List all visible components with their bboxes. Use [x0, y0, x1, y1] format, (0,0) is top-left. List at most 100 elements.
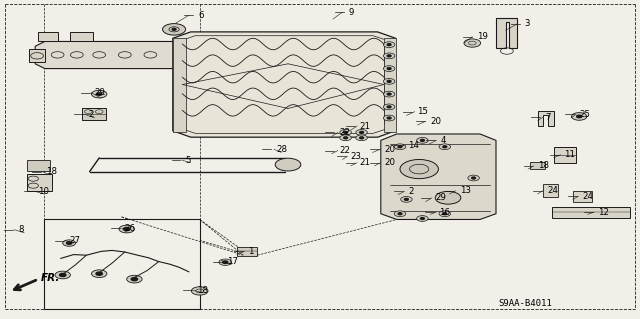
- Circle shape: [356, 130, 367, 135]
- Circle shape: [439, 144, 451, 150]
- Polygon shape: [552, 207, 630, 218]
- Polygon shape: [538, 111, 554, 126]
- Circle shape: [400, 160, 438, 179]
- Text: 13: 13: [460, 186, 470, 195]
- Polygon shape: [82, 108, 106, 120]
- Circle shape: [163, 24, 186, 35]
- Circle shape: [60, 273, 66, 277]
- Circle shape: [394, 144, 406, 150]
- Bar: [384, 38, 396, 132]
- Text: 3: 3: [525, 19, 531, 28]
- Circle shape: [383, 115, 395, 121]
- Text: 5: 5: [186, 156, 191, 165]
- Circle shape: [360, 131, 364, 133]
- Circle shape: [464, 39, 481, 47]
- Circle shape: [387, 55, 391, 57]
- Polygon shape: [543, 184, 558, 197]
- Circle shape: [435, 191, 461, 204]
- Text: 18: 18: [46, 167, 57, 176]
- Circle shape: [383, 42, 395, 48]
- Text: 1: 1: [248, 247, 254, 256]
- Circle shape: [387, 44, 391, 46]
- Circle shape: [340, 135, 351, 141]
- Text: 2: 2: [88, 110, 94, 119]
- Polygon shape: [35, 41, 198, 69]
- Circle shape: [344, 137, 348, 139]
- Text: 23: 23: [351, 152, 362, 161]
- Circle shape: [387, 80, 391, 82]
- Circle shape: [443, 146, 447, 148]
- Circle shape: [360, 137, 364, 139]
- Text: 21: 21: [360, 122, 371, 130]
- Circle shape: [572, 113, 587, 120]
- Polygon shape: [381, 134, 496, 219]
- Text: 25: 25: [579, 110, 590, 119]
- Text: 10: 10: [38, 187, 49, 196]
- Text: 20: 20: [384, 145, 395, 154]
- Circle shape: [439, 211, 451, 217]
- Circle shape: [472, 177, 476, 179]
- Polygon shape: [237, 247, 257, 256]
- Circle shape: [417, 137, 428, 143]
- Text: 24: 24: [547, 186, 558, 195]
- Circle shape: [387, 117, 391, 119]
- Text: 18: 18: [197, 286, 208, 295]
- Circle shape: [394, 211, 406, 217]
- Circle shape: [383, 78, 395, 84]
- Polygon shape: [496, 18, 517, 48]
- Circle shape: [131, 278, 138, 281]
- Circle shape: [191, 287, 208, 295]
- Text: 16: 16: [439, 208, 450, 217]
- Text: 29: 29: [95, 88, 106, 97]
- Polygon shape: [70, 32, 93, 41]
- Polygon shape: [530, 162, 545, 169]
- Circle shape: [387, 93, 391, 95]
- Circle shape: [356, 135, 367, 141]
- Circle shape: [387, 68, 391, 70]
- Polygon shape: [27, 160, 50, 171]
- Text: 20: 20: [430, 117, 441, 126]
- Text: 27: 27: [69, 236, 80, 245]
- Polygon shape: [573, 191, 592, 202]
- Text: FR.: FR.: [41, 272, 60, 283]
- Text: 29: 29: [435, 193, 446, 202]
- Text: 21: 21: [360, 158, 371, 167]
- Circle shape: [92, 270, 107, 278]
- Text: 19: 19: [477, 32, 488, 41]
- Text: 22: 22: [339, 146, 350, 155]
- Bar: [44, 219, 200, 309]
- Circle shape: [577, 115, 582, 118]
- Text: 4: 4: [440, 136, 446, 145]
- Text: 15: 15: [417, 107, 428, 116]
- Text: 14: 14: [408, 141, 419, 150]
- Circle shape: [97, 93, 102, 95]
- Text: 8: 8: [18, 225, 24, 234]
- Polygon shape: [554, 147, 576, 163]
- Circle shape: [67, 242, 72, 244]
- Circle shape: [344, 131, 348, 133]
- Text: S9AA-B4011: S9AA-B4011: [498, 299, 552, 308]
- Circle shape: [443, 213, 447, 215]
- Circle shape: [383, 53, 395, 59]
- Circle shape: [398, 146, 402, 148]
- Circle shape: [172, 28, 176, 30]
- Text: 2: 2: [408, 187, 414, 196]
- Circle shape: [63, 240, 76, 246]
- Circle shape: [468, 175, 479, 181]
- Polygon shape: [38, 32, 58, 41]
- Circle shape: [275, 158, 301, 171]
- Circle shape: [420, 139, 424, 141]
- Circle shape: [55, 271, 70, 279]
- Circle shape: [404, 198, 408, 200]
- Text: 9: 9: [349, 8, 354, 17]
- Circle shape: [401, 197, 412, 202]
- Text: 20: 20: [384, 158, 395, 167]
- Circle shape: [387, 106, 391, 108]
- Text: 18: 18: [538, 161, 548, 170]
- Circle shape: [124, 227, 130, 231]
- Circle shape: [119, 225, 134, 233]
- Text: 17: 17: [227, 257, 238, 266]
- Text: 22: 22: [339, 128, 350, 137]
- Text: 6: 6: [198, 11, 204, 20]
- Circle shape: [383, 104, 395, 110]
